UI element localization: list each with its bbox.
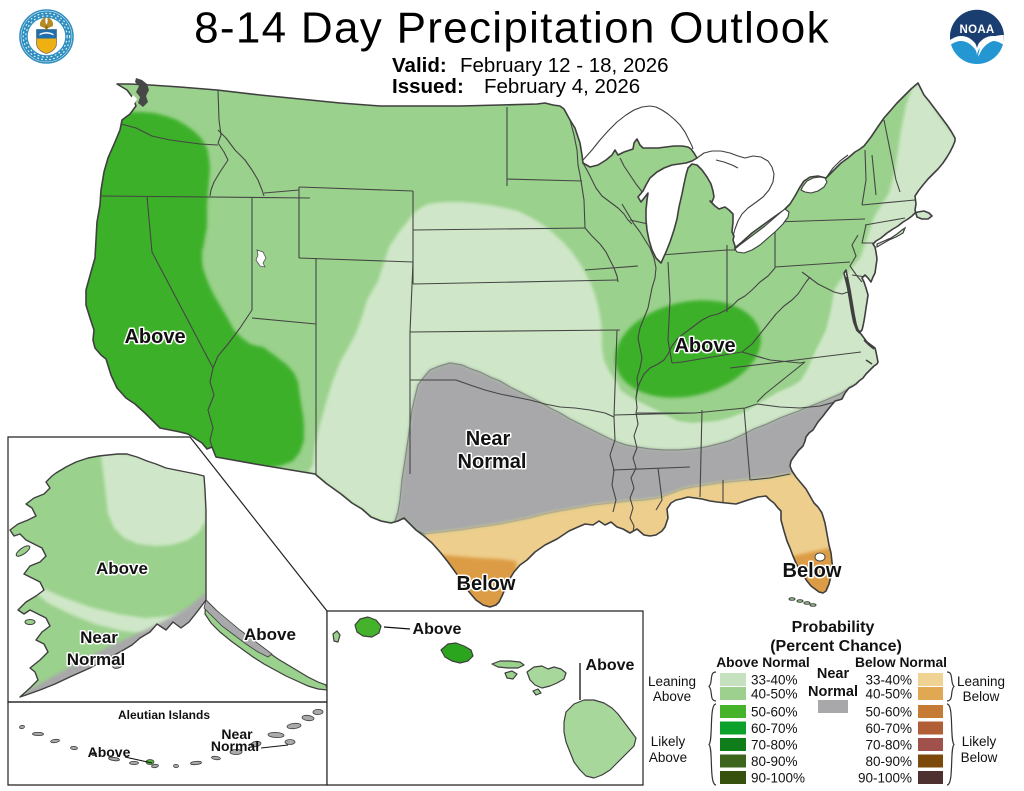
svg-text:Below: Below [961, 750, 998, 765]
svg-text:Above Normal: Above Normal [716, 655, 810, 670]
svg-text:Below: Below [783, 560, 842, 582]
svg-text:Above: Above [88, 744, 131, 760]
svg-text:Above: Above [649, 750, 687, 765]
svg-text:70-80%: 70-80% [865, 738, 912, 753]
svg-text:Likely: Likely [651, 734, 686, 749]
svg-text:33-40%: 33-40% [865, 673, 912, 688]
svg-text:Above: Above [586, 657, 635, 674]
svg-text:90-100%: 90-100% [751, 771, 805, 786]
svg-text:60-70%: 60-70% [865, 721, 912, 736]
svg-text:(Percent Chance): (Percent Chance) [770, 638, 902, 655]
svg-text:Below: Below [457, 573, 516, 595]
svg-text:Valid:February 12 - 18, 2026: Valid: February 12 - 18, 2026 [392, 54, 669, 77]
svg-text:Normal: Normal [808, 684, 858, 700]
svg-text:33-40%: 33-40% [751, 673, 798, 688]
svg-text:Normal: Normal [67, 650, 126, 669]
svg-text:40-50%: 40-50% [751, 687, 798, 702]
svg-text:80-90%: 80-90% [865, 754, 912, 769]
svg-text:40-50%: 40-50% [865, 687, 912, 702]
svg-text:80-90%: 80-90% [751, 754, 798, 769]
svg-text:Above: Above [124, 326, 185, 348]
svg-text:Leaning: Leaning [957, 674, 1005, 689]
svg-text:Aleutian Islands: Aleutian Islands [118, 708, 210, 722]
svg-text:Above: Above [413, 621, 462, 638]
svg-text:Above: Above [244, 625, 296, 644]
svg-text:Near: Near [221, 726, 253, 742]
svg-text:Below: Below [963, 689, 1000, 704]
svg-text:Above: Above [96, 559, 148, 578]
svg-text:Near: Near [817, 666, 850, 682]
svg-text:Below Normal: Below Normal [855, 655, 947, 670]
svg-text:NOAA: NOAA [959, 24, 994, 36]
svg-text:Near: Near [80, 628, 118, 647]
svg-text:8-14 Day Precipitation Outlook: 8-14 Day Precipitation Outlook [194, 4, 830, 53]
svg-text:Normal: Normal [211, 738, 259, 754]
svg-text:Probability: Probability [792, 619, 875, 636]
svg-text:50-60%: 50-60% [865, 705, 912, 720]
svg-text:Likely: Likely [962, 734, 997, 749]
svg-text:Normal: Normal [458, 451, 527, 473]
svg-text:Near: Near [466, 428, 511, 450]
svg-text:Above: Above [653, 689, 691, 704]
svg-text:70-80%: 70-80% [751, 738, 798, 753]
svg-text:60-70%: 60-70% [751, 721, 798, 736]
svg-text:90-100%: 90-100% [858, 771, 912, 786]
svg-text:Leaning: Leaning [648, 674, 696, 689]
svg-text:Issued:February 4, 2026: Issued: February 4, 2026 [392, 75, 640, 98]
svg-text:Above: Above [674, 335, 735, 357]
svg-text:50-60%: 50-60% [751, 705, 798, 720]
